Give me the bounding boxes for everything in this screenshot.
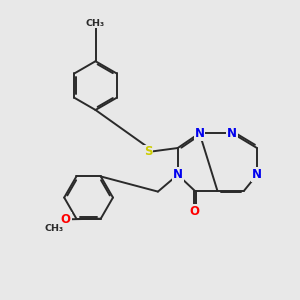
Text: S: S	[144, 146, 152, 158]
Text: N: N	[194, 127, 205, 140]
Text: CH₃: CH₃	[86, 19, 105, 28]
Text: N: N	[173, 168, 183, 181]
Text: CH₃: CH₃	[45, 224, 64, 233]
Text: N: N	[227, 127, 237, 140]
Text: N: N	[252, 168, 262, 181]
Text: O: O	[190, 205, 200, 218]
Text: O: O	[61, 213, 71, 226]
